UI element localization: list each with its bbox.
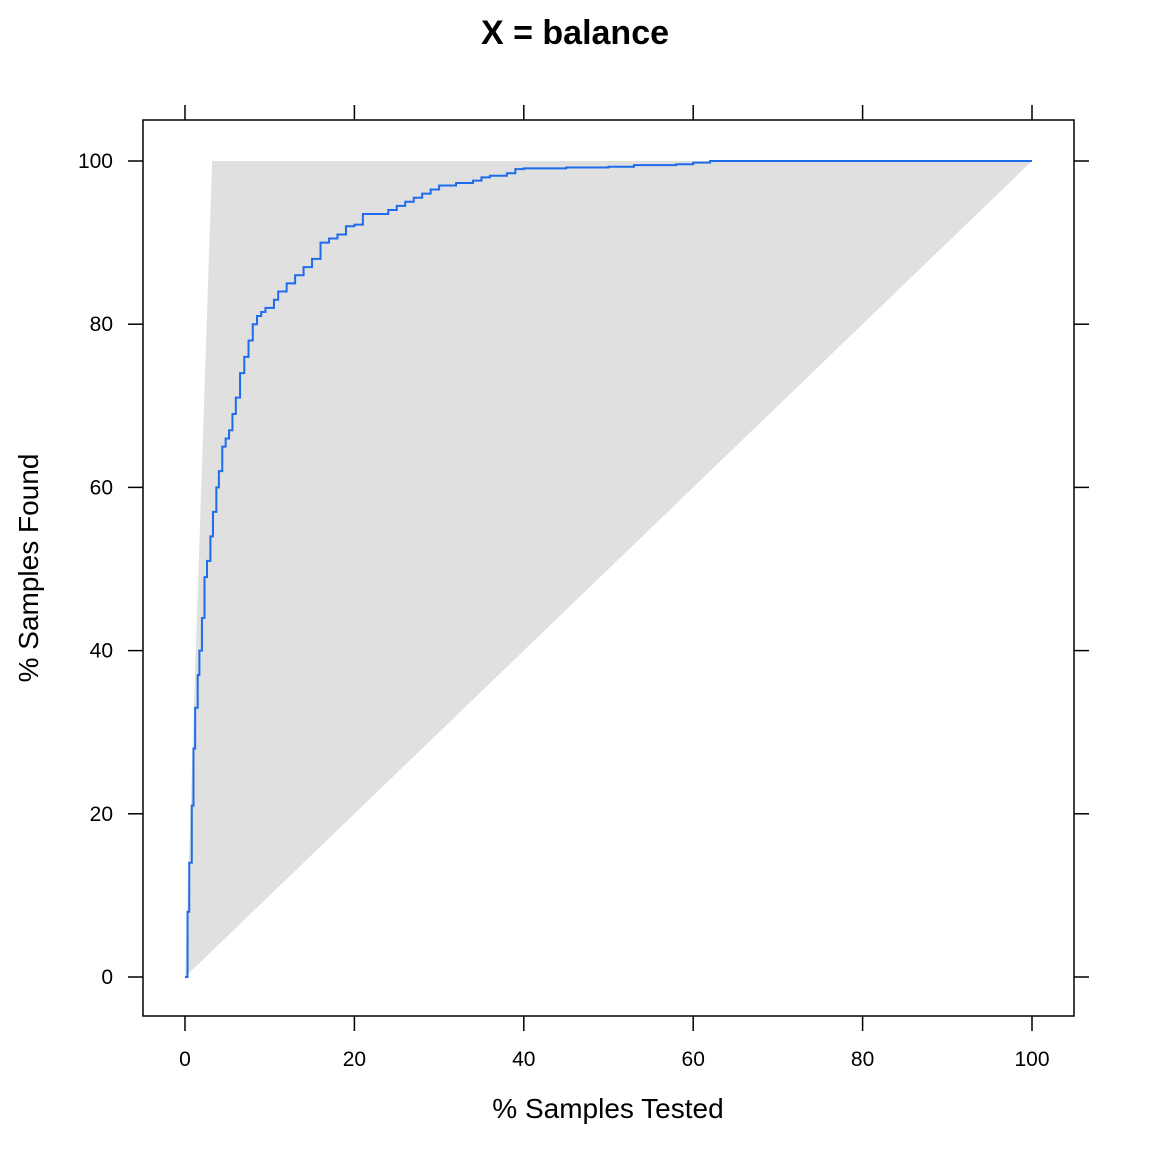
y-tick-label: 80 [90, 313, 113, 336]
y-axis-ticks: 0 20 40 60 80 100 [78, 150, 1089, 989]
x-tick-label: 80 [851, 1048, 874, 1071]
x-axis-ticks: 0 20 40 60 80 100 [179, 105, 1050, 1071]
x-tick-label: 0 [179, 1048, 191, 1071]
x-axis-label: % Samples Tested [492, 1093, 723, 1124]
y-tick-label: 60 [90, 476, 113, 499]
plot-area [185, 160, 1032, 978]
chart-title: X = balance [481, 14, 669, 52]
x-tick-label: 100 [1014, 1048, 1049, 1071]
y-tick-label: 40 [90, 640, 113, 663]
x-tick-label: 20 [343, 1048, 366, 1071]
reference-region [185, 161, 1032, 977]
plot-frame [142, 119, 1075, 1017]
y-tick-label: 0 [101, 966, 113, 989]
y-tick-label: 20 [90, 803, 113, 826]
y-tick-label: 100 [78, 150, 113, 173]
series-line [185, 160, 1032, 978]
y-axis-label: % Samples Found [13, 454, 44, 683]
x-tick-label: 40 [512, 1048, 535, 1071]
x-tick-label: 60 [682, 1048, 705, 1071]
